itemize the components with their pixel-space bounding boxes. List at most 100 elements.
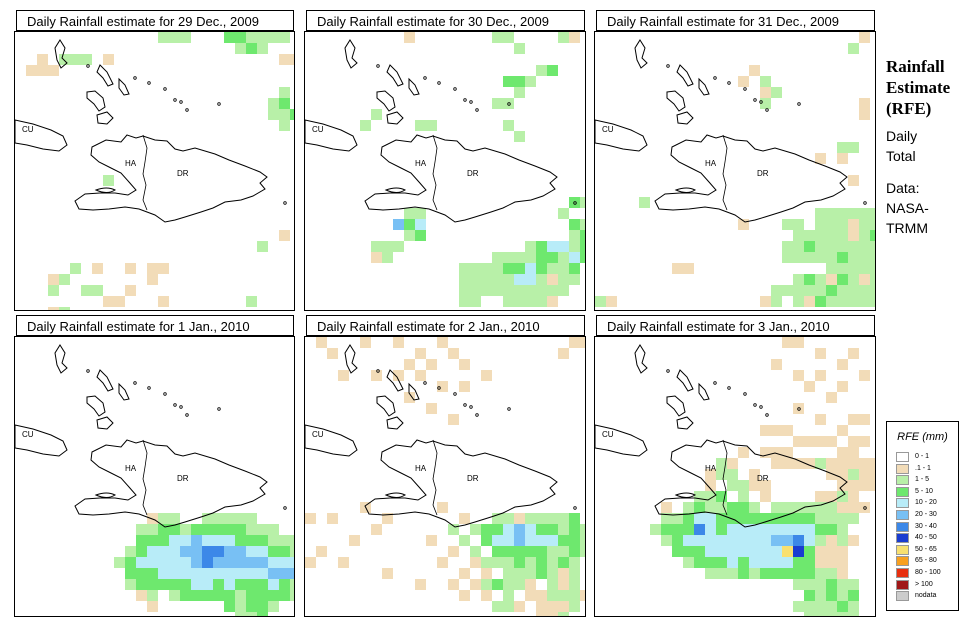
coastline-path	[344, 39, 358, 69]
country-border	[142, 134, 148, 211]
rainfall-cell	[202, 535, 213, 546]
rainfall-cell	[246, 601, 257, 612]
small-island	[283, 506, 287, 510]
rainfall-cell	[558, 285, 569, 296]
rainfall-cell	[606, 296, 617, 307]
rainfall-cell	[870, 263, 875, 274]
rainfall-cell	[316, 546, 327, 557]
rainfall-cell	[771, 535, 782, 546]
small-island	[423, 76, 427, 80]
rainfall-cell	[837, 524, 848, 535]
small-island	[453, 87, 457, 91]
rainfall-cell	[760, 513, 771, 524]
rainfall-cell	[547, 285, 558, 296]
rainfall-cell	[459, 359, 470, 370]
country-border	[432, 439, 438, 516]
rainfall-cell	[536, 524, 547, 535]
rainfall-cell	[481, 590, 492, 601]
small-island	[469, 100, 473, 104]
rainfall-cell	[738, 546, 749, 557]
rainfall-cell	[804, 230, 815, 241]
rainfall-cell	[279, 32, 290, 43]
rainfall-cell	[738, 513, 749, 524]
rainfall-cell	[771, 502, 782, 513]
rainfall-cell	[103, 296, 114, 307]
rainfall-cell	[815, 590, 826, 601]
rainfall-cell	[268, 601, 279, 612]
rainfall-cell	[859, 230, 870, 241]
rainfall-cell	[760, 296, 771, 307]
rainfall-cell	[37, 65, 48, 76]
panel-title: Daily Rainfall estimate for 31 Dec., 200…	[596, 10, 875, 31]
rainfall-cell	[415, 120, 426, 131]
rainfall-cell	[580, 197, 585, 208]
rainfall-cell	[569, 546, 580, 557]
legend-swatch	[896, 568, 909, 578]
rainfall-cell	[514, 263, 525, 274]
rainfall-cell	[760, 535, 771, 546]
rainfall-cell	[804, 579, 815, 590]
rainfall-cell	[290, 54, 294, 65]
rainfall-cell	[459, 296, 470, 307]
rainfall-cell	[760, 98, 771, 109]
small-island	[753, 403, 757, 407]
rainfall-cell	[738, 557, 749, 568]
rainfall-cell	[558, 241, 569, 252]
rainfall-cell	[290, 579, 294, 590]
rainfall-cell	[547, 579, 558, 590]
rainfall-cell	[569, 241, 580, 252]
rainfall-cell	[279, 120, 290, 131]
rainfall-cell	[793, 436, 804, 447]
rainfall-cell	[257, 241, 268, 252]
rainfall-cell	[859, 98, 870, 109]
rainfall-cell	[492, 32, 503, 43]
rainfall-cell	[859, 263, 870, 274]
rainfall-cell	[738, 524, 749, 535]
rainfall-cell	[235, 568, 246, 579]
rainfall-cell	[848, 296, 859, 307]
rainfall-cell	[870, 230, 875, 241]
rainfall-cell	[694, 513, 705, 524]
rainfall-cell	[738, 447, 749, 458]
small-island	[507, 102, 511, 106]
rainfall-cells	[114, 513, 294, 616]
rainfall-cell	[382, 241, 393, 252]
rainfall-cell	[793, 546, 804, 557]
country-label-cuba: CU	[22, 125, 34, 134]
rainfall-cell	[859, 109, 870, 120]
rainfall-cell	[147, 579, 158, 590]
small-island	[179, 100, 183, 104]
rainfall-cell	[235, 524, 246, 535]
rainfall-cell	[48, 65, 59, 76]
rainfall-cell	[782, 337, 793, 348]
coastline-path	[305, 424, 358, 457]
coastline-path	[118, 77, 130, 96]
rainfall-cell	[569, 263, 580, 274]
rainfall-cell	[536, 296, 547, 307]
rainfall-cell	[448, 546, 459, 557]
rainfall-cell	[749, 535, 760, 546]
coastline-path	[634, 344, 648, 374]
map-3-jan: CU HA DR	[594, 336, 876, 617]
legend-label: 1 - 5	[915, 476, 930, 484]
rainfall-cell	[459, 285, 470, 296]
rainfall-cell	[727, 524, 738, 535]
rainfall-cell	[536, 601, 547, 612]
rainfall-cell	[547, 601, 558, 612]
rainfall-cell	[235, 601, 246, 612]
rainfall-cell	[837, 612, 848, 616]
rainfall-cell	[848, 208, 859, 219]
small-island	[217, 407, 221, 411]
rainfall-cell	[870, 458, 875, 469]
rainfall-cell	[305, 513, 316, 524]
rainfall-cell	[569, 219, 580, 230]
rainfall-cell	[771, 425, 782, 436]
rainfall-cell	[705, 524, 716, 535]
rainfall-cell	[558, 348, 569, 359]
country-label-haiti: HA	[415, 464, 427, 473]
rainfall-cell	[705, 480, 716, 491]
rainfall-cell	[147, 546, 158, 557]
rainfall-cell	[826, 392, 837, 403]
rainfall-cell	[672, 513, 683, 524]
rainfall-cell	[70, 54, 81, 65]
